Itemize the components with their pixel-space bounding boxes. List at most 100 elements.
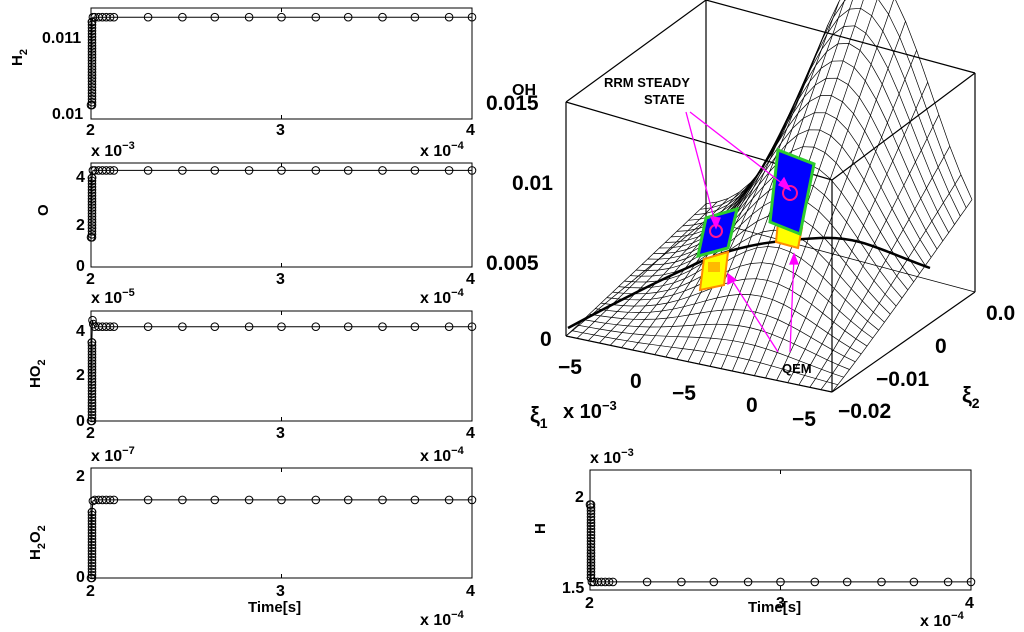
panel-h-xtick-0: 2	[585, 595, 594, 612]
panel-o-marker	[87, 212, 97, 221]
panel-h-marker	[586, 515, 596, 525]
panel-h2o2-marker	[87, 555, 97, 565]
panel-h2o2-xtick-0: 2	[86, 583, 95, 600]
panel-ho2-marker	[87, 404, 97, 414]
panel-h2-marker	[244, 12, 254, 22]
panel-h2o2-marker	[105, 495, 115, 505]
panel-h2o2-marker	[87, 549, 97, 559]
panel-h2o2: x 10−4 x 10−7 2 0 2 3 4 Time[s] x 10−4 H…	[27, 445, 477, 629]
panel-ho2-marker	[109, 322, 119, 332]
annotation-rrm-steady-state-2: STATE	[644, 92, 685, 107]
panel-h-marker	[586, 552, 596, 561]
panel-h2-plot	[86, 8, 477, 119]
panel-h-marker	[586, 521, 596, 531]
panel-ho2-marker	[87, 371, 97, 381]
panel-h2o2-marker	[87, 537, 97, 547]
panel-ho2-xtick-0: 2	[86, 425, 95, 442]
panel-h2-marker	[87, 17, 97, 27]
panel-o-marker	[87, 224, 97, 233]
panel-ho2-marker	[87, 368, 97, 377]
panel-h2-marker	[87, 38, 97, 48]
panel-h2o2-marker	[277, 495, 286, 505]
panel-h2-marker	[87, 71, 97, 80]
annotation-arrows	[685, 111, 799, 353]
panel-o-top-multiplier: x 10−4	[420, 140, 465, 160]
panel-h2-series-line	[90, 16, 472, 106]
panel-ho2-marker	[87, 374, 97, 384]
panel-h-marker	[608, 577, 618, 587]
panel-h-marker	[586, 555, 596, 564]
panel-h-plot	[585, 470, 976, 590]
panel-h2o2-top-multiplier: x 10−4	[420, 445, 465, 465]
panel-h2-marker	[87, 44, 97, 53]
surface-mesh-line	[589, 309, 856, 363]
panel-h2-marker	[210, 12, 220, 22]
panel-o-marker	[87, 203, 97, 212]
panel-h2o2-marker	[87, 558, 97, 568]
panel-h-marker	[586, 536, 596, 546]
panel-h2-marker	[178, 12, 187, 22]
panel-h-marker	[586, 543, 596, 552]
panel-ho2-ytick-1: 2	[76, 367, 85, 384]
panel-h-xtick-1: 3	[776, 595, 785, 612]
panel-ho2-marker	[378, 322, 387, 332]
panel-ho2-marker	[87, 341, 97, 350]
panel-o-marker	[87, 206, 97, 215]
panel-h2o2-marker	[378, 495, 387, 505]
panel-o-marker	[87, 188, 97, 197]
panel-h-marker	[909, 577, 919, 587]
panel-h2o2-ytick-1: 2	[76, 468, 85, 485]
panel-h2o2-marker	[87, 552, 97, 562]
surface-xi1-tick-4: −5	[792, 408, 816, 431]
panel-h2-marker	[87, 65, 97, 74]
panel-ho2-marker	[87, 383, 97, 393]
surface-mesh-line	[606, 262, 874, 339]
panel-h-marker	[586, 524, 596, 534]
panel-h2-xtick-0: 2	[86, 122, 95, 139]
panel-o-marker	[178, 166, 187, 175]
surface-ztick-2: 0.01	[512, 172, 553, 195]
panel-h-marker	[586, 567, 596, 577]
panel-o-marker	[87, 179, 97, 189]
surface-xi2-tick-0: 0.0	[986, 302, 1015, 325]
panel-ho2-series-line	[90, 320, 472, 422]
panel-h: x 10−3 2 1.5 2 3 4 Time[s] x 10−4 H	[532, 447, 976, 630]
panel-ho2-ytick-2: 4	[76, 323, 85, 340]
panel-ho2-marker	[105, 322, 115, 332]
panel-ho2-marker	[444, 322, 454, 332]
panel-o-y-multiplier: x 10−3	[91, 140, 135, 160]
panel-h2-marker	[143, 12, 153, 22]
panel-h2o2-marker	[87, 543, 97, 553]
panel-ho2-marker	[87, 395, 97, 405]
panel-ho2-marker	[87, 356, 97, 365]
surface-mesh-line	[688, 25, 955, 225]
surface-mesh-line	[577, 324, 844, 378]
panel-o-marker	[343, 166, 353, 175]
panel-h-marker	[586, 530, 596, 540]
panel-h2o2-xlabel: Time[s]	[248, 599, 301, 616]
panel-ho2-marker	[87, 398, 97, 408]
panel-o-ytick-1: 2	[76, 217, 85, 234]
panel-h2-marker	[87, 80, 97, 89]
panel-h2-marker	[87, 26, 97, 36]
surface-mesh	[565, 0, 973, 393]
panel-h2o2-marker	[444, 495, 454, 505]
panel-o-ylabel: O	[35, 204, 52, 216]
panel-o-marker	[87, 200, 97, 209]
panel-h2o2-y-multiplier: x 10−7	[91, 445, 135, 465]
panel-h-marker	[966, 577, 976, 587]
panel-h2o2-marker	[343, 495, 353, 505]
panel-o-marker	[87, 215, 97, 224]
panel-h-marker	[586, 558, 596, 567]
surface-steady-curve	[567, 236, 931, 330]
panel-ho2-marker	[244, 322, 254, 332]
surface-mesh-line	[705, 0, 973, 205]
panel-h2o2-marker	[88, 496, 98, 506]
panel-ho2-top-multiplier: x 10−4	[420, 287, 465, 307]
panel-h2-marker	[87, 29, 97, 39]
qem-patch-left	[698, 250, 730, 292]
panel-h-ytick-0: 1.5	[562, 580, 584, 597]
surface-mesh-line	[583, 319, 850, 370]
panel-o-xtick-1: 3	[276, 271, 285, 288]
panel-ho2-marker	[343, 322, 353, 332]
